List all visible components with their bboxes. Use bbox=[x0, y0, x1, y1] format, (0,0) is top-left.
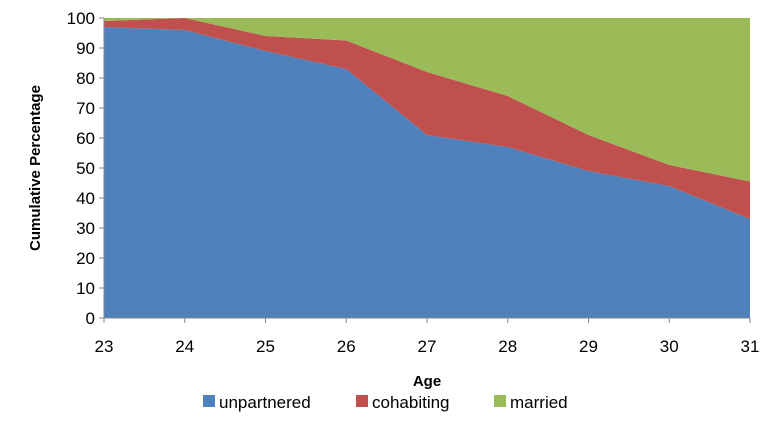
x-tick-label: 29 bbox=[579, 337, 598, 356]
x-tick-label: 30 bbox=[660, 337, 679, 356]
legend-swatch bbox=[356, 395, 368, 407]
y-tick-label: 70 bbox=[76, 99, 95, 118]
y-axis-title: Cumulative Percentage bbox=[27, 85, 44, 251]
legend-item-cohabiting: cohabiting bbox=[356, 393, 450, 412]
legend-swatch bbox=[494, 395, 506, 407]
y-tick-label: 90 bbox=[76, 39, 95, 58]
x-tick-label: 27 bbox=[418, 337, 437, 356]
y-tick-label: 20 bbox=[76, 249, 95, 268]
x-tick-label: 28 bbox=[498, 337, 517, 356]
x-tick-label: 31 bbox=[741, 337, 760, 356]
y-tick-label: 100 bbox=[67, 9, 95, 28]
area-unpartnered bbox=[104, 27, 750, 318]
legend-swatch bbox=[203, 395, 215, 407]
legend-label: unpartnered bbox=[219, 393, 311, 412]
area-married bbox=[104, 18, 750, 182]
x-tick-label: 25 bbox=[256, 337, 275, 356]
legend-item-unpartnered: unpartnered bbox=[203, 393, 311, 412]
y-tick-label: 40 bbox=[76, 189, 95, 208]
legend-label: cohabiting bbox=[372, 393, 450, 412]
y-tick-label: 10 bbox=[76, 279, 95, 298]
x-axis-title: Age bbox=[413, 373, 441, 390]
y-tick-label: 30 bbox=[76, 219, 95, 238]
plot-area bbox=[104, 18, 750, 318]
x-tick-label: 26 bbox=[337, 337, 356, 356]
y-tick-label: 60 bbox=[76, 129, 95, 148]
legend: unpartnered cohabiting married bbox=[203, 393, 568, 412]
x-axis-ticks: 23 24 25 26 27 28 29 30 31 bbox=[95, 318, 760, 356]
y-axis-ticks: 0 10 20 30 40 50 60 70 80 90 100 bbox=[67, 9, 104, 328]
legend-item-married: married bbox=[494, 393, 568, 412]
y-tick-label: 50 bbox=[76, 159, 95, 178]
y-tick-label: 80 bbox=[76, 69, 95, 88]
area-cohabiting bbox=[104, 18, 750, 219]
legend-label: married bbox=[510, 393, 568, 412]
x-tick-label: 23 bbox=[95, 337, 114, 356]
y-tick-label: 0 bbox=[86, 309, 95, 328]
x-tick-label: 24 bbox=[175, 337, 194, 356]
